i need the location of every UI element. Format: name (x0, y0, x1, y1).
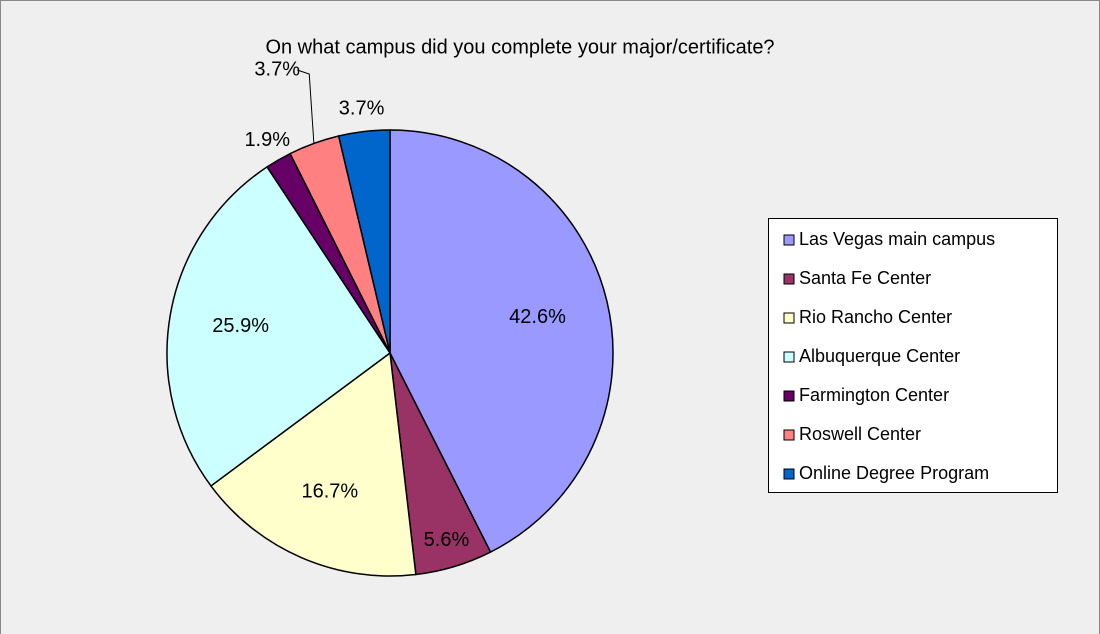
legend-label: Online Degree Program (799, 463, 989, 483)
data-label: 25.9% (212, 315, 269, 337)
pie: 42.6% 5.6% 16.7% 25.9% 1.9% 3.7% 3.7% (166, 58, 614, 577)
legend-label: Farmington Center (799, 385, 949, 405)
pie-slice (166, 165, 392, 487)
legend-swatch (783, 273, 795, 285)
legend-swatch (783, 468, 795, 480)
legend-label: Albuquerque Center (799, 346, 960, 366)
leader-line (297, 69, 315, 144)
data-label: 3.7% (339, 98, 385, 120)
legend-label: Roswell Center (799, 424, 921, 444)
legend-label: Santa Fe Center (799, 268, 931, 288)
pie-slice (389, 129, 614, 554)
pie-slice (209, 351, 417, 577)
pie-slice (337, 129, 391, 354)
legend-box (768, 218, 1058, 493)
data-label: 1.9% (244, 129, 290, 151)
legend-swatch (783, 429, 795, 441)
legend-swatch (783, 312, 795, 324)
legend: Las Vegas main campus Santa Fe Center Rio … (768, 218, 1058, 493)
data-label: 3.7% (254, 58, 300, 80)
data-label: 16.7% (301, 480, 358, 502)
legend-label: Rio Rancho Center (799, 307, 952, 327)
legend-swatch (783, 234, 795, 246)
chart-title: On what campus did you complete your maj… (265, 36, 774, 58)
data-label: 42.6% (509, 306, 566, 328)
legend-swatch (783, 390, 795, 402)
legend-swatch (783, 351, 795, 363)
data-label: 5.6% (424, 529, 470, 551)
legend-label: Las Vegas main campus (799, 229, 995, 249)
